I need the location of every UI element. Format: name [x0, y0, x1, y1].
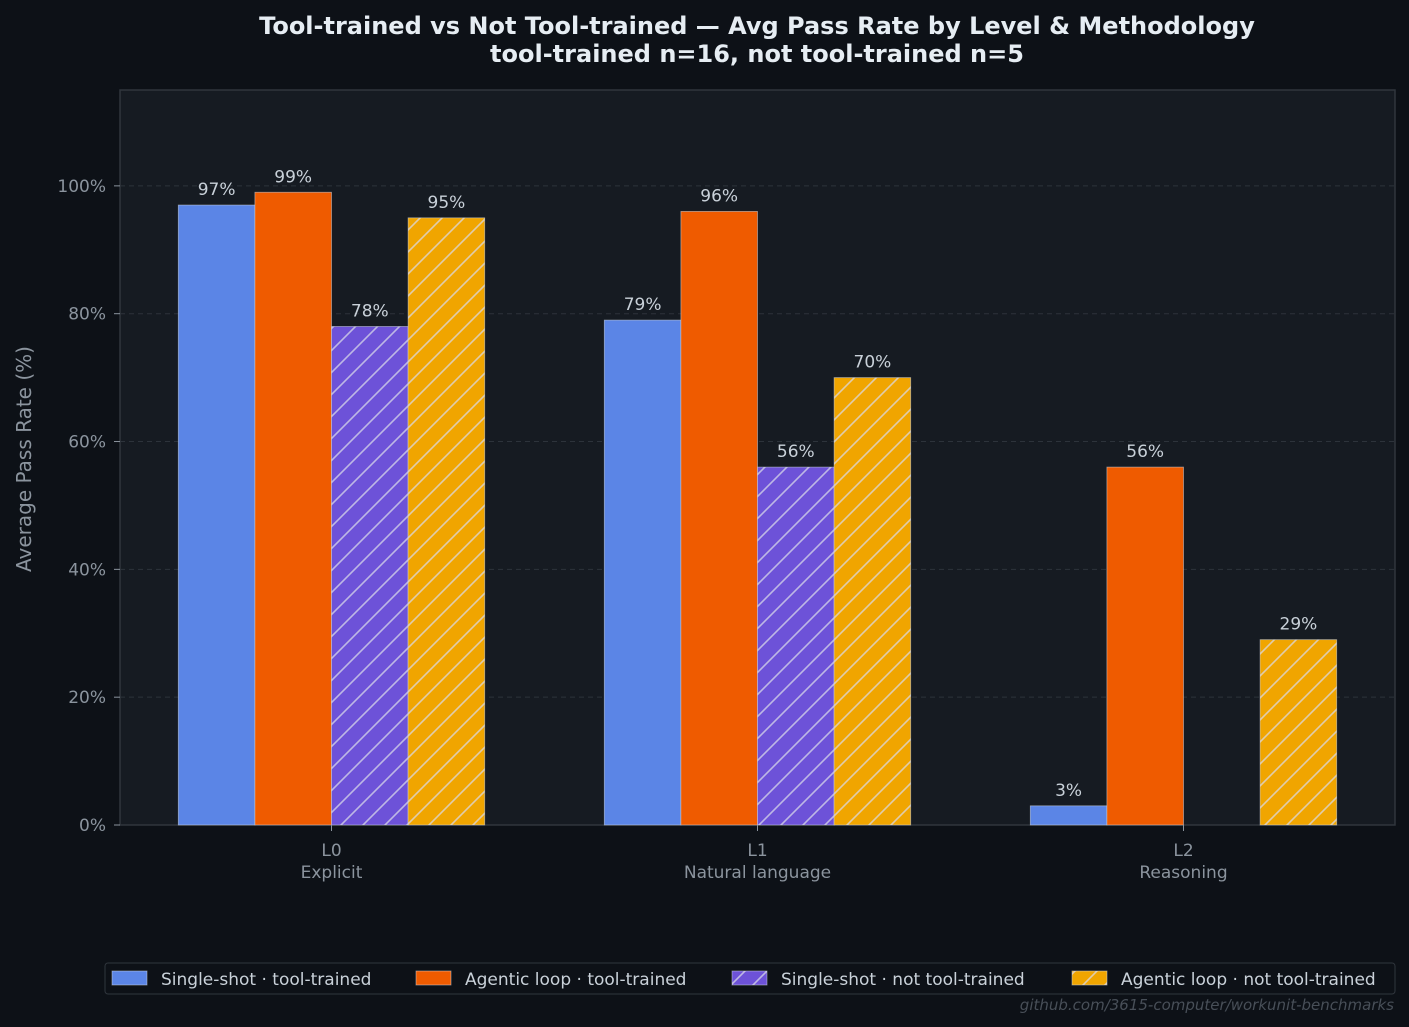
y-tick-label: 80%: [68, 305, 106, 325]
data-label: 99%: [274, 167, 312, 187]
bar-hatch: [331, 326, 409, 825]
legend-label: Single-shot · not tool-trained: [781, 970, 1025, 990]
footer-credit: github.com/3615-computer/workunit-benchm…: [1020, 996, 1394, 1014]
bar-hatch: [1260, 639, 1337, 825]
y-axis-ticks: 0% 20% 40% 60% 80% 100%: [57, 177, 120, 836]
data-label: 95%: [428, 193, 466, 213]
bar-hatch: [408, 217, 485, 826]
legend: Single-shot · tool-trained Agentic loop ·…: [111, 970, 1376, 990]
data-label: 97%: [198, 180, 236, 200]
bar: [177, 204, 256, 826]
data-label: 96%: [700, 186, 738, 206]
data-label: 78%: [351, 301, 389, 321]
legend-swatch: [111, 970, 148, 986]
x-tick-sublabel: Explicit: [301, 863, 363, 883]
x-tick-label: L0: [321, 841, 341, 861]
bar: [603, 319, 682, 826]
bar-hatch: [757, 467, 835, 825]
x-tick-sublabel: Natural language: [684, 863, 831, 883]
bar: [680, 211, 758, 826]
x-tick-sublabel: Reasoning: [1139, 863, 1227, 883]
y-tick-label: 60%: [68, 433, 106, 453]
bar: [254, 191, 332, 826]
data-label: 56%: [1126, 442, 1164, 462]
data-label: 79%: [624, 295, 662, 315]
legend-label: Single-shot · tool-trained: [161, 970, 371, 990]
chart-title: Tool-trained vs Not Tool-trained — Avg P…: [259, 12, 1255, 40]
legend-swatch-hatch: [1072, 971, 1107, 985]
data-label: 56%: [777, 442, 815, 462]
data-label: 3%: [1055, 781, 1082, 801]
legend-label: Agentic loop · tool-trained: [465, 970, 686, 990]
x-tick-label: L2: [1173, 841, 1193, 861]
data-label: 29%: [1280, 615, 1318, 635]
bar-hatch: [834, 377, 911, 825]
y-tick-label: 0%: [79, 816, 106, 836]
bar: [1029, 805, 1108, 826]
y-axis-label: Average Pass Rate (%): [12, 346, 36, 572]
bars: [177, 191, 1338, 826]
legend-label: Agentic loop · not tool-trained: [1121, 970, 1376, 990]
legend-swatch: [415, 970, 452, 986]
chart-subtitle: tool-trained n=16, not tool-trained n=5: [490, 40, 1024, 68]
y-tick-label: 40%: [68, 560, 106, 580]
bar: [1106, 466, 1184, 826]
legend-swatch-hatch: [732, 971, 767, 985]
data-labels: 97% 99% 78% 95% 79% 96% 56% 70% 3% 56% 29%: [198, 167, 1318, 801]
y-tick-label: 20%: [68, 688, 106, 708]
y-tick-label: 100%: [57, 177, 106, 197]
data-label: 70%: [854, 353, 892, 373]
x-tick-label: L1: [747, 841, 767, 861]
